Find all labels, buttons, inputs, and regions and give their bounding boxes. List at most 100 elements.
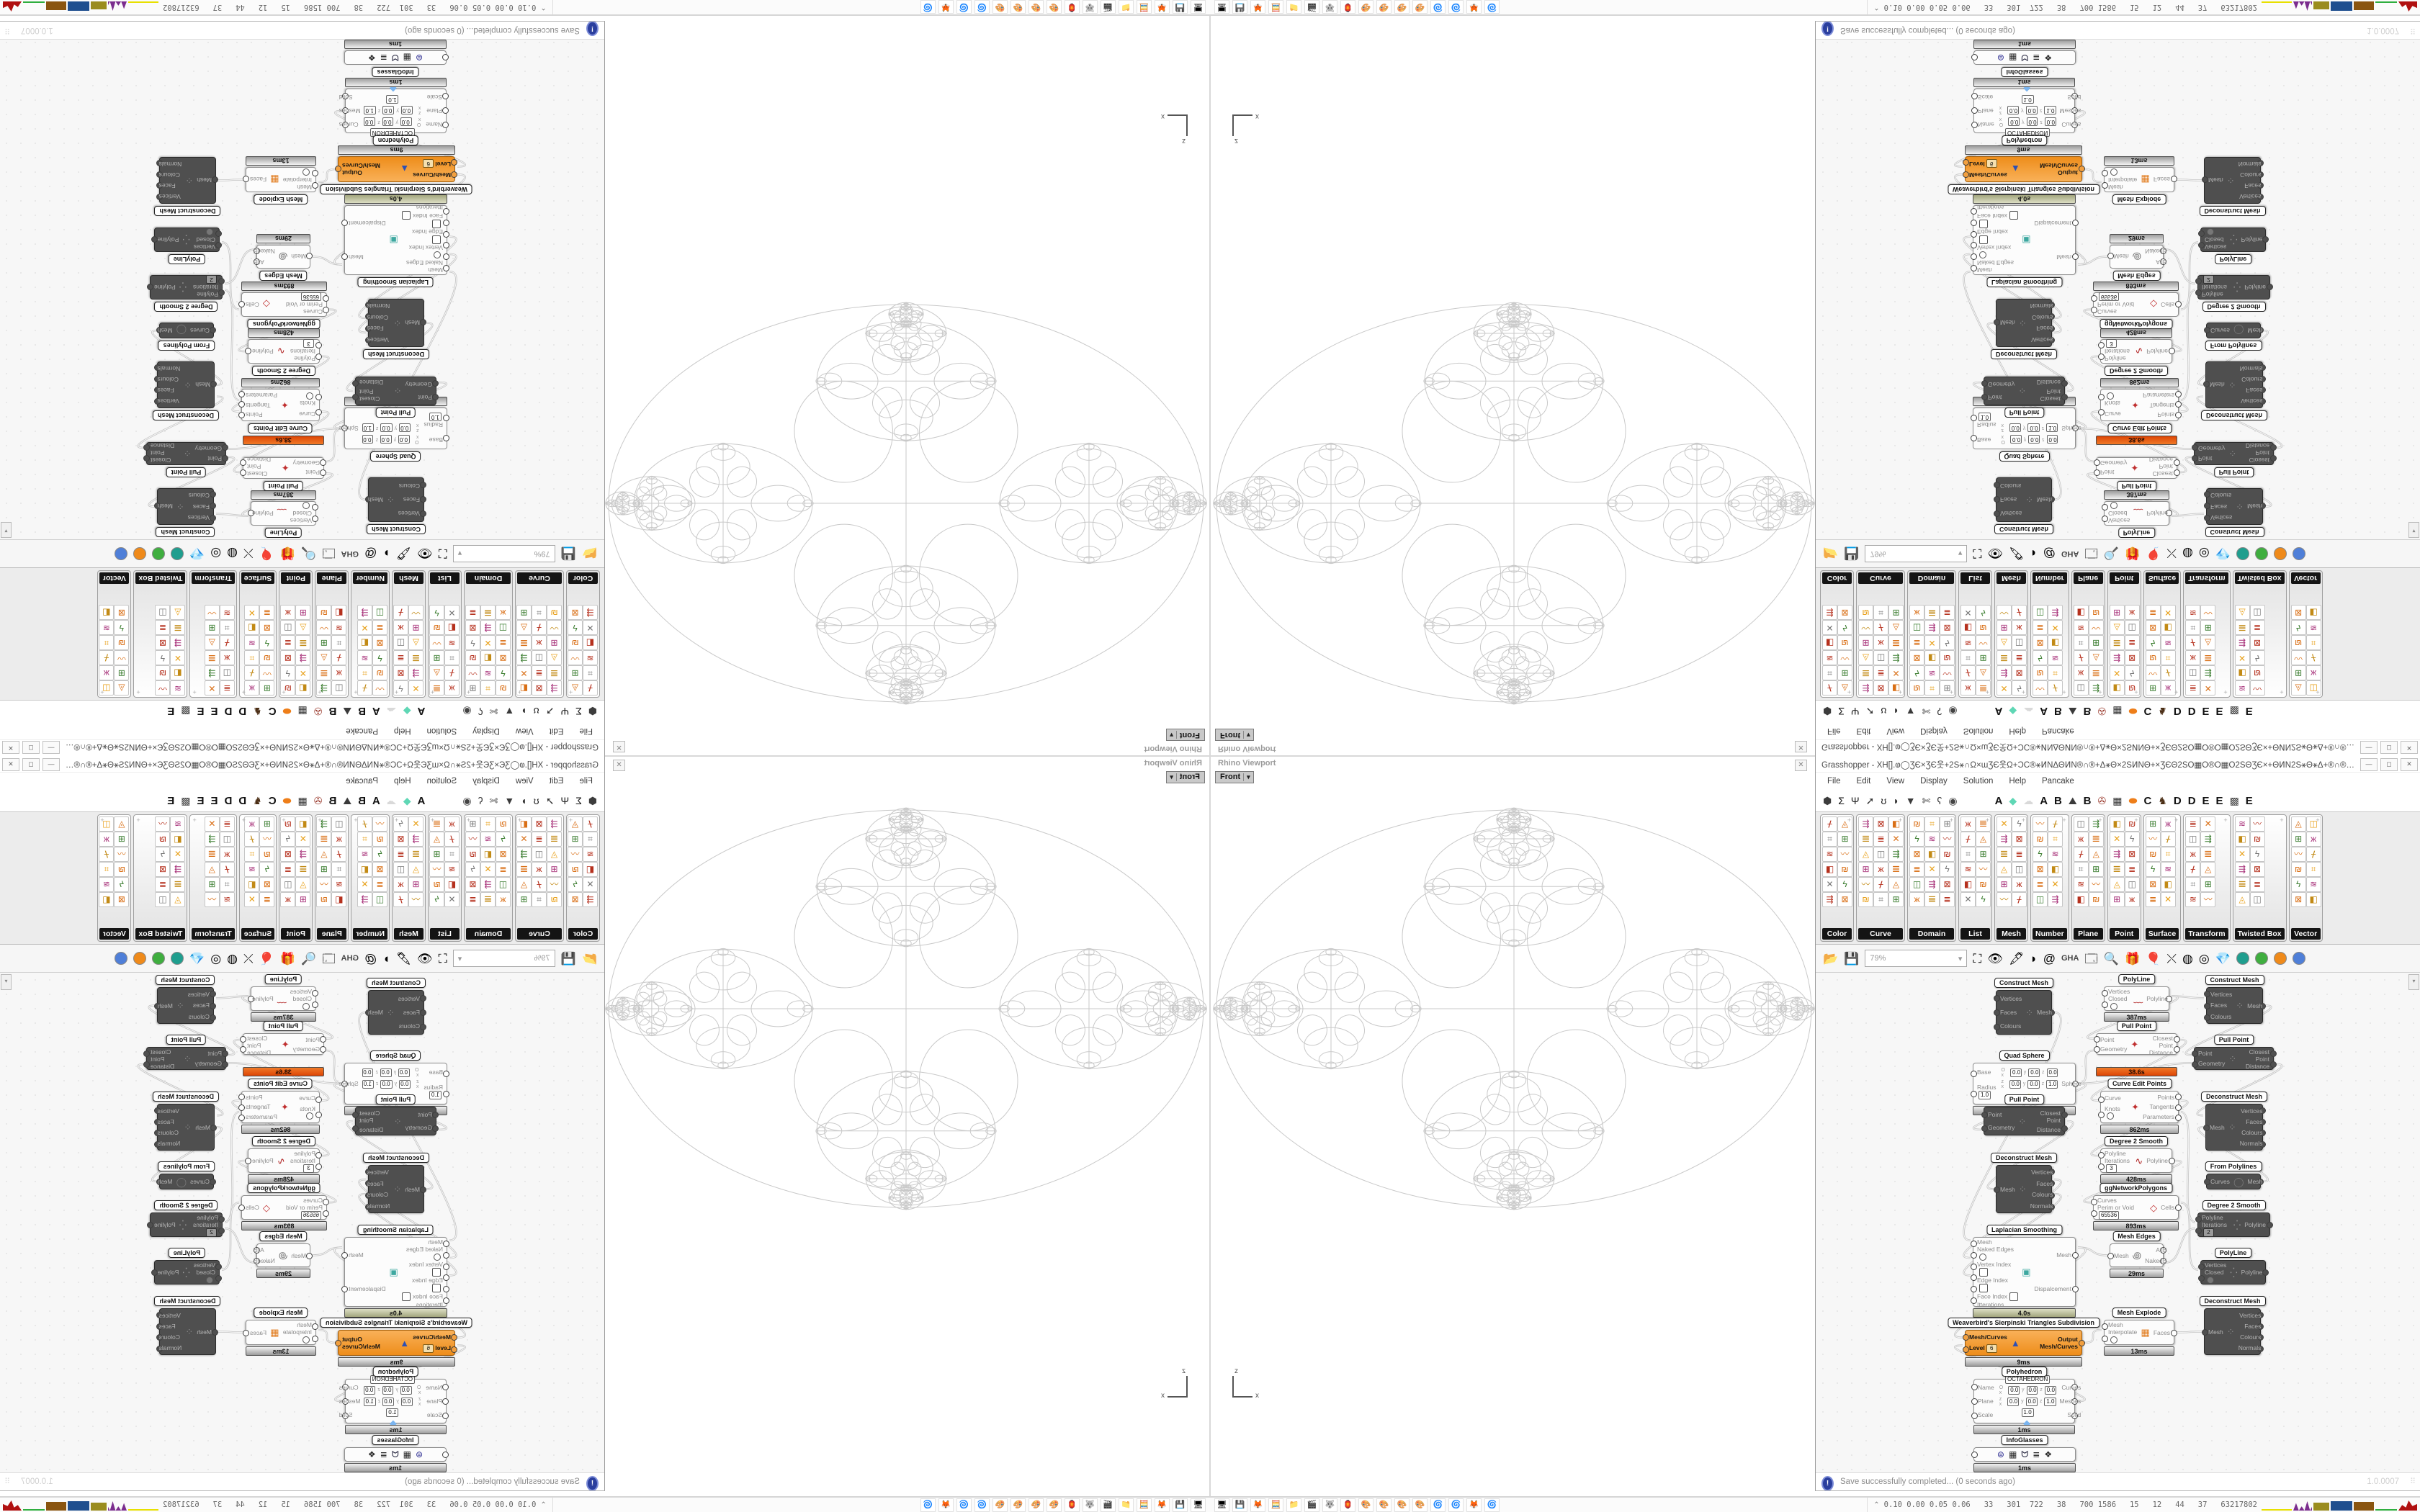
paint-doc-icon[interactable]: 🎨	[1028, 1498, 1044, 1512]
component-icon[interactable]: ₪	[1858, 605, 1873, 620]
tab-plugin-d2[interactable]: D	[224, 705, 233, 718]
document-icon[interactable]: 🗔	[322, 546, 336, 561]
component-icon[interactable]: ж	[393, 620, 408, 635]
tab-curve[interactable]: ʊ	[533, 795, 539, 806]
component-icon[interactable]: ◫	[155, 892, 171, 907]
component-icon[interactable]: 𝌆	[1888, 862, 1904, 877]
terminal-icon[interactable]: 🖥	[1214, 1498, 1229, 1512]
grid-value-chip[interactable]: 0.0	[2008, 117, 2020, 127]
component-icon[interactable]: ≣	[1909, 635, 1924, 650]
component-icon[interactable]: ◫	[532, 847, 547, 862]
input-port[interactable]	[1962, 1346, 1969, 1353]
component-icon[interactable]: ⌗	[1924, 816, 1940, 832]
menu-item-edit[interactable]: Edit	[1856, 726, 1871, 735]
component-icon[interactable]: ᚋ	[331, 650, 347, 665]
component-icon[interactable]: 〰	[1996, 605, 2012, 620]
metahopper-icon[interactable]: @	[2043, 951, 2056, 966]
gh-node-dm2[interactable]: Mesh ⁘ Vertices Faces Colours Normals	[154, 361, 218, 408]
component-icon[interactable]: ⊠	[2012, 665, 2027, 680]
inkscape-icon[interactable]: 🐺	[1083, 0, 1098, 14]
input-port[interactable]	[2101, 1002, 2108, 1008]
input-port[interactable]	[1962, 1333, 1969, 1341]
input-port[interactable]	[2195, 1216, 2202, 1223]
tab-plugin-b2[interactable]: B	[328, 705, 337, 718]
gh-node-cm2[interactable]: Vertices Faces Colours ⁘ Mesh	[2203, 987, 2266, 1024]
output-port[interactable]	[2048, 1192, 2055, 1199]
infoglasses-icon[interactable]: ≣	[2033, 53, 2040, 63]
input-port[interactable]	[2191, 1061, 2198, 1068]
input-port[interactable]	[1970, 1071, 1977, 1077]
component-icon[interactable]: 〰	[1858, 877, 1873, 892]
toggle-icon[interactable]	[2107, 392, 2114, 400]
component-icon[interactable]: ◬	[2200, 635, 2216, 650]
input-port[interactable]	[1993, 1009, 2000, 1016]
firefox-icon[interactable]: 🦊	[1466, 0, 1482, 14]
component-icon[interactable]: ж	[532, 635, 547, 650]
gem-icon[interactable]: 💎	[2215, 951, 2231, 966]
component-icon[interactable]: ≣	[2124, 862, 2140, 877]
tab-intersect[interactable]: ✄	[489, 795, 498, 806]
search-icon[interactable]: 🔍	[2103, 951, 2120, 966]
gh-node-me[interactable]: Mesh ꩜ AllE NakedE	[2107, 245, 2166, 269]
tab-plugin-mask[interactable]: ✇	[313, 706, 323, 717]
component-icon[interactable]: 〰	[2033, 680, 2048, 696]
gh-node-cm2[interactable]: Vertices Faces Colours ⁘ Mesh	[2203, 488, 2266, 525]
firefox-icon[interactable]: 🦊	[938, 1498, 954, 1512]
palette-panel-label[interactable]: List	[430, 572, 460, 584]
palette-panel-label[interactable]: Color	[1822, 572, 1852, 584]
component-icon[interactable]: ◬	[1888, 620, 1904, 635]
component-icon[interactable]: ⊠	[2012, 832, 2027, 847]
component-icon[interactable]: ж	[331, 665, 347, 680]
input-port[interactable]	[1971, 1383, 1978, 1390]
tab-curve[interactable]: ʊ	[1881, 795, 1887, 806]
value-chip[interactable]: 65536	[2099, 1211, 2120, 1220]
checkbox-icon[interactable]	[2009, 1292, 2019, 1301]
component-icon[interactable]: ϟ	[372, 847, 387, 862]
component-icon[interactable]: ⊞	[114, 665, 130, 680]
rings-icon[interactable]: ◎	[210, 546, 222, 561]
component-icon[interactable]: ⌗	[532, 605, 547, 620]
component-icon[interactable]: ж	[2185, 650, 2201, 665]
tab-plugin-a1[interactable]: A	[1994, 794, 2003, 807]
component-icon[interactable]: ₪	[568, 862, 583, 877]
gh-node-d2sM[interactable]: Polyline Iterations3 ∿ Polyline	[245, 339, 323, 364]
component-icon[interactable]: ⌗	[219, 877, 235, 892]
gh-node-ggnp[interactable]: Curves Perim or Void65536 ◇ Cells	[238, 1195, 330, 1220]
minimize-button[interactable]: —	[2360, 741, 2378, 754]
component-icon[interactable]: ◧	[444, 620, 460, 635]
component-icon[interactable]: 𝌆	[295, 635, 311, 650]
component-icon[interactable]: 〰	[259, 832, 275, 847]
palette-panel-label[interactable]: Point	[281, 928, 311, 940]
component-icon[interactable]: ж	[2124, 892, 2140, 907]
component-icon[interactable]: ⊞	[1888, 605, 1904, 620]
grid-value-chip[interactable]: 1.0	[2046, 423, 2058, 433]
component-icon[interactable]: 〰	[372, 816, 387, 832]
blender-icon[interactable]: 🌀	[956, 0, 972, 14]
palette-panel-label[interactable]: Point	[2109, 572, 2139, 584]
blender-icon[interactable]: 🌀	[1448, 1498, 1464, 1512]
component-icon[interactable]: ⊞	[316, 635, 332, 650]
media-player-icon[interactable]: 🎬	[1101, 1498, 1116, 1512]
gh-node-ppW[interactable]: Point Geometry ✦ Closest Point Distance	[2093, 456, 2180, 479]
expand-icon[interactable]: ⌃	[540, 3, 547, 12]
component-icon[interactable]: ⇶	[170, 635, 186, 650]
toggle-icon[interactable]	[2207, 1276, 2214, 1284]
component-icon[interactable]: ◧	[2109, 680, 2125, 696]
component-icon[interactable]: 𝌆	[1858, 832, 1873, 847]
infoglasses-icon[interactable]: ▦	[2008, 53, 2017, 63]
blender-icon[interactable]: 🌀	[1430, 1498, 1446, 1512]
infoglasses-icon[interactable]: ᗢ	[391, 1449, 399, 1459]
gh-node-pl2[interactable]: Vertices Closed ⁛ Polyline	[151, 228, 223, 252]
menu-item-pancake[interactable]: Pancake	[2042, 726, 2074, 735]
component-icon[interactable]: 〰	[2088, 620, 2104, 635]
component-icon[interactable]: ₪	[2088, 892, 2104, 907]
component-icon[interactable]: ⊞	[295, 892, 311, 907]
tab-plugin-leaf[interactable]: ◆	[403, 795, 411, 806]
component-icon[interactable]: ≋	[1924, 832, 1940, 847]
component-icon[interactable]: ϟ	[465, 862, 480, 877]
krita-icon[interactable]: 🏮	[1065, 1498, 1080, 1512]
package-icon[interactable]: 🎁	[2125, 951, 2141, 966]
grid-value-chip[interactable]: 0.0	[2027, 423, 2040, 433]
component-icon[interactable]: ϟ	[496, 832, 511, 847]
value-chip[interactable]: 2	[2203, 275, 2214, 284]
